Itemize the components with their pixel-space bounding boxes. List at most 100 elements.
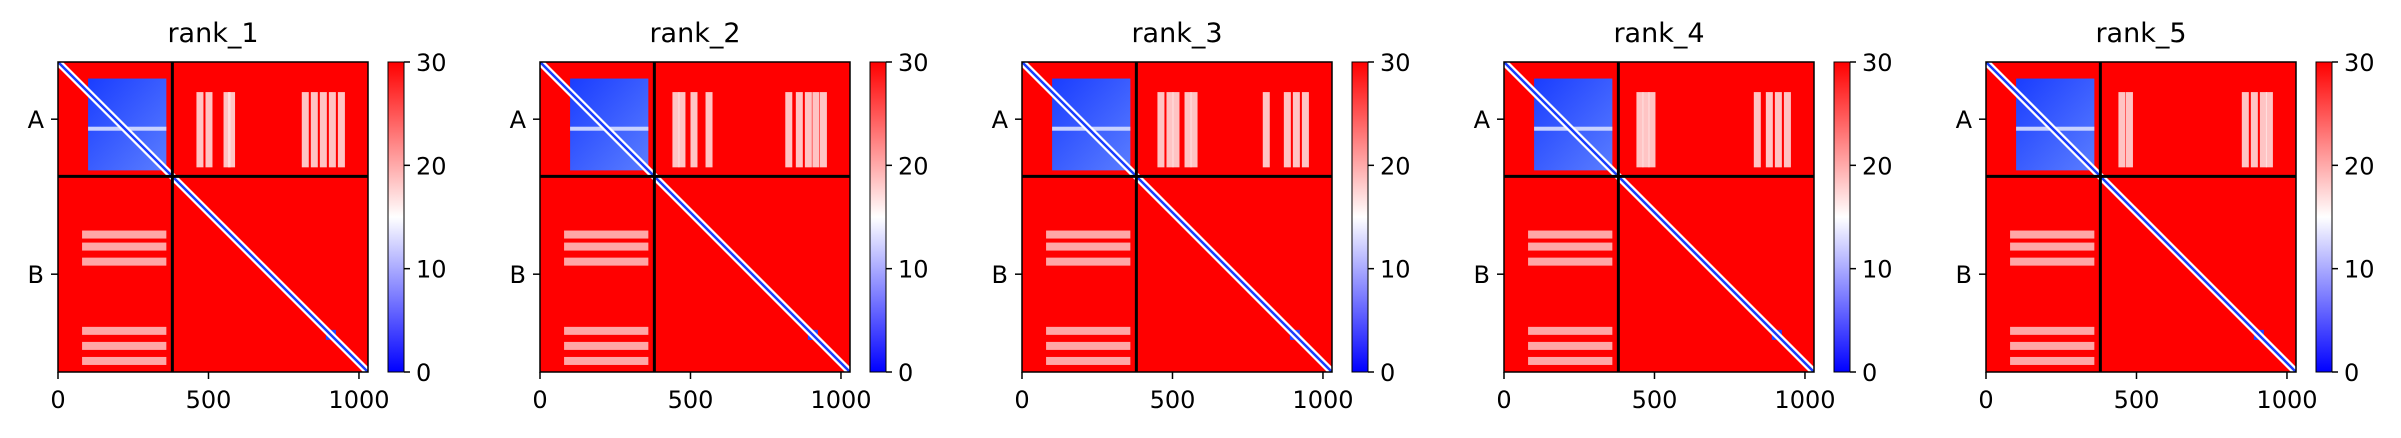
colorbar-tick-label-10: 10 — [898, 256, 929, 284]
row-band-3 — [82, 257, 167, 266]
stripe-8 — [328, 92, 336, 168]
stripe-2 — [2125, 92, 2133, 168]
xtick-label-0: 0 — [532, 386, 547, 414]
row-band-6 — [1528, 356, 1613, 365]
stripe-2 — [678, 92, 686, 168]
xtick-label-500: 500 — [668, 386, 714, 414]
ytick-label-A: A — [510, 106, 527, 134]
row-band-5 — [82, 341, 167, 350]
stripe-7 — [804, 92, 812, 168]
ytick-label-B: B — [28, 261, 44, 289]
row-band-5 — [2010, 341, 2095, 350]
colorbar — [2315, 61, 2333, 373]
colorbar-tick-label-30: 30 — [898, 49, 929, 77]
stripe-8 — [1292, 92, 1300, 168]
row-band-1 — [2010, 230, 2095, 239]
colorbar-tick-label-20: 20 — [416, 152, 447, 180]
stripe-7 — [1283, 92, 1291, 168]
heatmap-body — [1504, 62, 1814, 372]
row-band-6 — [2010, 356, 2095, 365]
xtick-label-1000: 1000 — [1292, 386, 1353, 414]
chart-title: rank_4 — [1613, 18, 1704, 49]
stripe-6 — [1262, 92, 1270, 168]
chart-title: rank_1 — [167, 18, 258, 49]
row-band-3 — [564, 257, 649, 266]
xtick-label-1000: 1000 — [2256, 386, 2317, 414]
row-band-2 — [564, 242, 649, 251]
colorbar-tick-label-10: 10 — [1862, 256, 1893, 284]
chart-panel-4: rank_4 A B 0 500 1000 0 10 20 30 — [1474, 18, 1893, 414]
row-band-2 — [82, 242, 167, 251]
xtick-label-0: 0 — [1014, 386, 1029, 414]
stripe-8 — [812, 92, 820, 168]
stripe-3 — [2241, 92, 2249, 168]
chart-panel-5: rank_5 A B 0 500 1000 0 10 20 30 — [1956, 18, 2375, 414]
stripe-7 — [319, 92, 327, 168]
colorbar-tick-label-30: 30 — [2344, 49, 2375, 77]
ytick-label-A: A — [1956, 106, 1973, 134]
stripe-2 — [1642, 92, 1650, 168]
stripe-5 — [2259, 92, 2267, 168]
stripe-6 — [795, 92, 803, 168]
diagonal-line — [1022, 62, 1332, 372]
chart-panel-3: rank_3 A B 0 500 1000 0 10 20 30 — [992, 18, 1411, 414]
stripe-1 — [1157, 92, 1165, 168]
stripe-5 — [1765, 92, 1773, 168]
colorbar — [387, 61, 405, 373]
ytick-label-B: B — [992, 261, 1008, 289]
row-band-3 — [1046, 257, 1131, 266]
diagonal-line — [58, 62, 368, 372]
stripe-3 — [223, 92, 231, 168]
chart-title: rank_5 — [2095, 18, 2186, 49]
xtick-label-500: 500 — [2114, 386, 2160, 414]
xtick-label-0: 0 — [1978, 386, 1993, 414]
stripe-4 — [1753, 92, 1761, 168]
stripe-9 — [1301, 92, 1309, 168]
plot-frame — [1985, 61, 2297, 373]
chart-panel-1: rank_1 A B 0 500 1000 0 10 20 30 — [28, 18, 447, 414]
stripe-4 — [228, 92, 236, 168]
row-band-5 — [1528, 341, 1613, 350]
stripe-2 — [205, 92, 213, 168]
row-band-4 — [82, 326, 167, 335]
stripe-2 — [1166, 92, 1174, 168]
colorbar-tick-label-20: 20 — [898, 152, 929, 180]
row-band-3 — [2010, 257, 2095, 266]
stripe-9 — [819, 92, 827, 168]
xtick-label-1000: 1000 — [810, 386, 871, 414]
stripe-4 — [2250, 92, 2258, 168]
colorbar — [1351, 61, 1369, 373]
ytick-label-B: B — [1956, 261, 1972, 289]
plot-frame — [1503, 61, 1815, 373]
ytick-label-B: B — [1474, 261, 1490, 289]
row-band-4 — [564, 326, 649, 335]
xtick-label-500: 500 — [1632, 386, 1678, 414]
diagonal-line — [1986, 62, 2296, 372]
row-band-6 — [564, 356, 649, 365]
plot-frame — [539, 61, 851, 373]
colorbar-tick-label-20: 20 — [2344, 152, 2375, 180]
heatmap-body — [1986, 62, 2296, 372]
stripe-5 — [785, 92, 793, 168]
row-band-5 — [564, 341, 649, 350]
colorbar-tick-label-10: 10 — [2344, 256, 2375, 284]
ytick-label-A: A — [992, 106, 1009, 134]
chart-title: rank_2 — [649, 18, 740, 49]
xtick-label-1000: 1000 — [328, 386, 389, 414]
heatmap-body — [540, 62, 850, 372]
colorbar-tick-label-0: 0 — [898, 359, 913, 387]
colorbar-tick-label-0: 0 — [416, 359, 431, 387]
colorbar-tick-label-10: 10 — [416, 256, 447, 284]
stripe-3 — [1648, 92, 1656, 168]
colorbar-tick-label-30: 30 — [1862, 49, 1893, 77]
chart-panel-2: rank_2 A B 0 500 1000 0 10 20 30 — [510, 18, 929, 414]
stripe-4 — [1184, 92, 1192, 168]
chart-title: rank_3 — [1131, 18, 1222, 49]
stripe-4 — [705, 92, 713, 168]
stripe-7 — [1783, 92, 1791, 168]
stripe-1 — [1636, 92, 1644, 168]
colorbar-tick-label-0: 0 — [1380, 359, 1395, 387]
colorbar — [1833, 61, 1851, 373]
row-band-1 — [1528, 230, 1613, 239]
